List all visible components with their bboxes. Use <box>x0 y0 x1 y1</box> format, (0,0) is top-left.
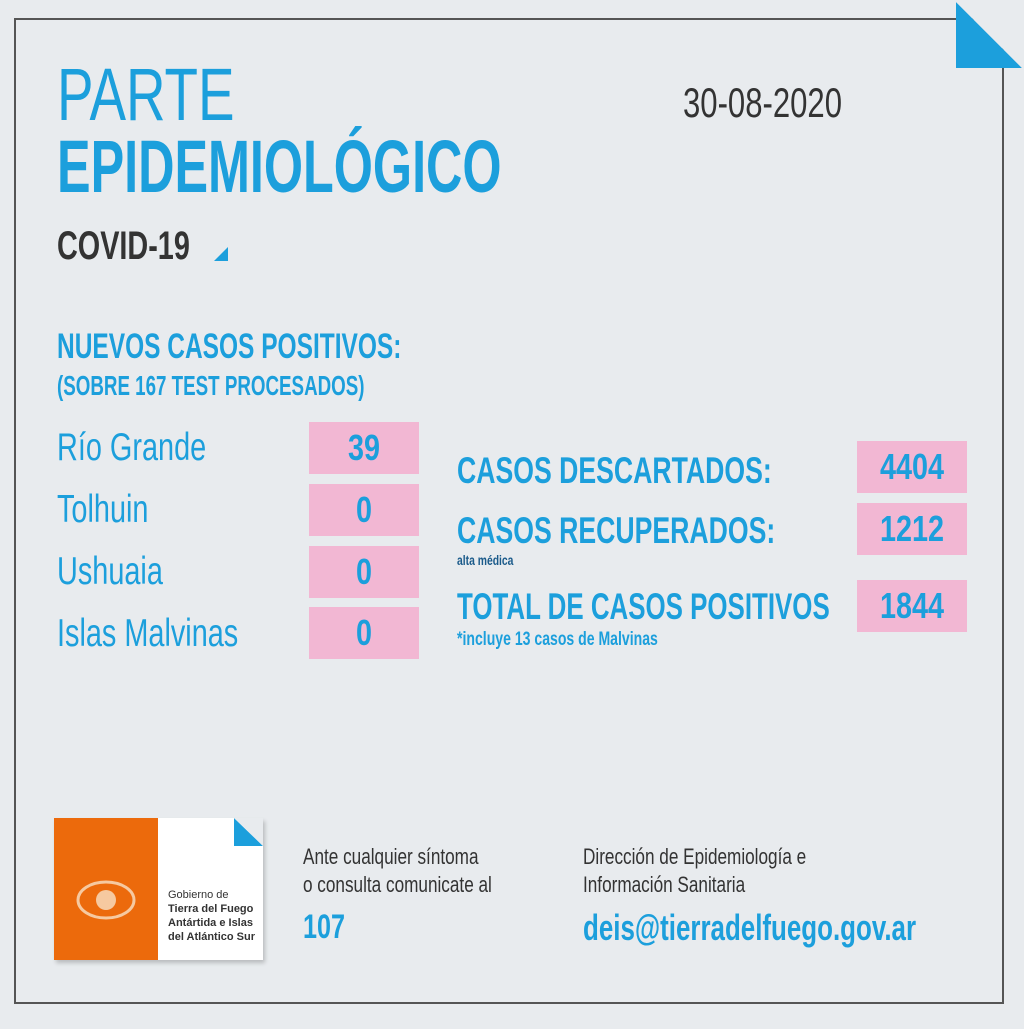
total-note: *incluye 13 casos de Malvinas <box>457 629 658 650</box>
value-box: 0 <box>309 546 419 598</box>
city-value: 0 <box>355 489 373 530</box>
office-line: Información Sanitaria <box>583 872 746 897</box>
logo-line: Tierra del Fuego <box>168 903 254 915</box>
logo-line: Gobierno de <box>168 889 229 901</box>
value-box: 4404 <box>857 441 967 493</box>
logo-line: Antártida e Islas <box>168 917 253 929</box>
title-line1: PARTE <box>57 53 235 136</box>
phone: 107 <box>303 908 345 946</box>
contact-line: o consulta comunicate al <box>303 872 492 897</box>
logo-fold <box>234 818 263 846</box>
city-label: Ushuaia <box>57 550 163 593</box>
office-line: Dirección de Epidemiología e <box>583 844 807 869</box>
corner-fold <box>956 2 1022 68</box>
total-label: CASOS DESCARTADOS: <box>457 450 772 491</box>
email: deis@tierradelfuego.gov.ar <box>583 907 917 948</box>
value-box: 1212 <box>857 503 967 555</box>
city-label: Río Grande <box>57 426 207 469</box>
city-label: Islas Malvinas <box>57 612 239 655</box>
total-value: 1212 <box>879 508 945 549</box>
accent <box>214 247 228 261</box>
city-value: 39 <box>347 427 381 468</box>
logo-line: del Atlántico Sur <box>168 931 255 943</box>
new-cases-subheading: (SOBRE 167 TEST PROCESADOS) <box>57 370 365 401</box>
city-value: 0 <box>355 551 373 592</box>
value-box: 0 <box>309 484 419 536</box>
total-note: alta médica <box>457 552 514 568</box>
city-label: Tolhuin <box>57 488 149 531</box>
value-box: 39 <box>309 422 419 474</box>
value-box: 0 <box>309 607 419 659</box>
value-box: 1844 <box>857 580 967 632</box>
contact-line: Ante cualquier síntoma <box>303 844 479 869</box>
new-cases-heading: NUEVOS CASOS POSITIVOS: <box>57 327 402 366</box>
total-label: TOTAL DE CASOS POSITIVOS <box>457 586 830 627</box>
frame <box>14 18 1004 1004</box>
logo-emblem-bg <box>54 818 158 960</box>
total-value: 1844 <box>879 585 945 626</box>
city-value: 0 <box>355 612 373 653</box>
subtitle: COVID-19 <box>57 224 190 268</box>
total-value: 4404 <box>879 446 945 487</box>
logo: Gobierno de Tierra del Fuego Antártida e… <box>54 818 263 960</box>
date: 30-08-2020 <box>683 79 842 126</box>
title-line2: EPIDEMIOLÓGICO <box>57 125 502 208</box>
total-label: CASOS RECUPERADOS: <box>457 510 776 551</box>
logo-emblem <box>76 880 136 920</box>
